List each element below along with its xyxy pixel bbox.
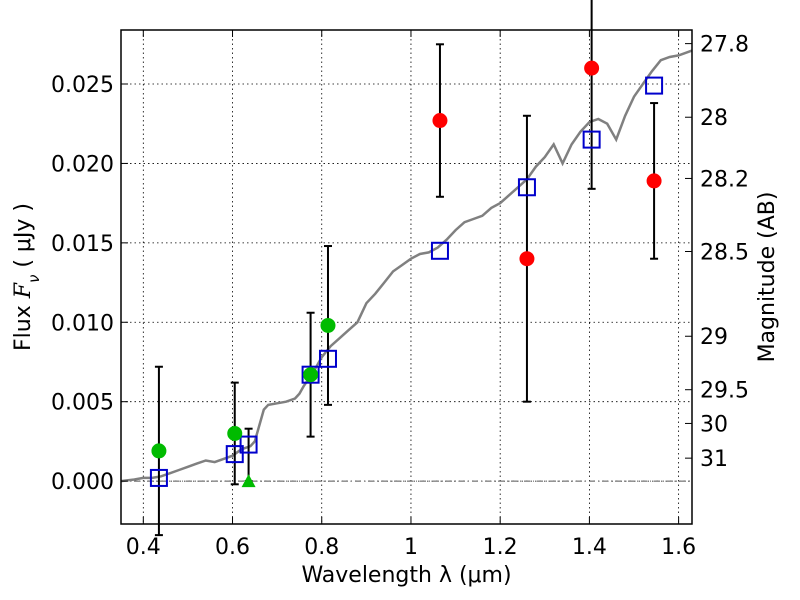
model-band-square bbox=[582, 130, 601, 149]
optical-point bbox=[151, 443, 167, 459]
y-axis-title: Flux Fν ( μJy ) bbox=[11, 203, 43, 351]
x-tick-label: 1 bbox=[404, 535, 418, 560]
y-tick-label: 0.010 bbox=[51, 311, 114, 336]
model-band-square bbox=[239, 435, 258, 454]
x-tick-label: 0.4 bbox=[126, 535, 161, 560]
x-tick-label: 1.6 bbox=[661, 535, 696, 560]
ticks bbox=[121, 30, 692, 524]
optical-point bbox=[320, 317, 336, 333]
x-tick-label: 1.2 bbox=[483, 535, 518, 560]
right-tick-label: 31 bbox=[700, 447, 728, 472]
right-tick-label: 28.2 bbox=[700, 167, 749, 192]
flux-subscript: ν bbox=[25, 275, 43, 283]
observed-point bbox=[432, 113, 448, 129]
y-tick-label: 0.020 bbox=[51, 152, 114, 177]
model-spectrum bbox=[120, 49, 693, 483]
model-band-square bbox=[149, 468, 168, 487]
observed-point bbox=[519, 251, 535, 267]
model-band-square bbox=[301, 365, 320, 384]
plot-frame bbox=[120, 29, 693, 525]
model-band-square bbox=[645, 76, 664, 95]
tick-labels: 0.4 0.6 0.8 1 1.2 1.4 1.6 0.000 0.005 0.010 0.015 0… bbox=[51, 33, 749, 560]
model-band-square bbox=[517, 178, 536, 197]
right-tick-label: 27.8 bbox=[700, 33, 749, 58]
x-tick-label: 1.4 bbox=[572, 535, 607, 560]
right-tick-label: 29.5 bbox=[700, 379, 749, 404]
upper-limit-triangle bbox=[241, 474, 256, 488]
data-markers bbox=[149, 60, 664, 488]
error-bars bbox=[154, 0, 659, 537]
right-axis-title: Magnitude (AB) bbox=[755, 192, 780, 363]
right-tick-label: 29 bbox=[700, 325, 728, 350]
y-tick-label: 0.000 bbox=[51, 470, 114, 495]
optical-point bbox=[227, 425, 243, 441]
right-tick-label: 30 bbox=[700, 412, 728, 437]
model-band-square bbox=[225, 445, 244, 464]
y-tick-label: 0.005 bbox=[51, 391, 114, 416]
optical-point bbox=[303, 367, 319, 383]
flux-unit: ( μJy ) bbox=[11, 203, 36, 275]
x-axis-title: Wavelength λ (μm) bbox=[301, 563, 511, 588]
y-tick-label: 0.015 bbox=[51, 232, 114, 257]
x-tick-label: 0.6 bbox=[215, 535, 250, 560]
y-tick-label: 0.025 bbox=[51, 73, 114, 98]
model-band-square bbox=[430, 241, 449, 260]
right-tick-label: 28 bbox=[700, 106, 728, 131]
x-tick-label: 0.8 bbox=[304, 535, 339, 560]
observed-point bbox=[584, 60, 600, 76]
model-band-square bbox=[318, 349, 337, 368]
observed-point bbox=[646, 173, 662, 189]
flux-symbol: F bbox=[11, 282, 36, 299]
model-spectrum-line bbox=[120, 49, 693, 483]
right-tick-label: 28.5 bbox=[700, 241, 749, 266]
grid bbox=[121, 30, 692, 524]
